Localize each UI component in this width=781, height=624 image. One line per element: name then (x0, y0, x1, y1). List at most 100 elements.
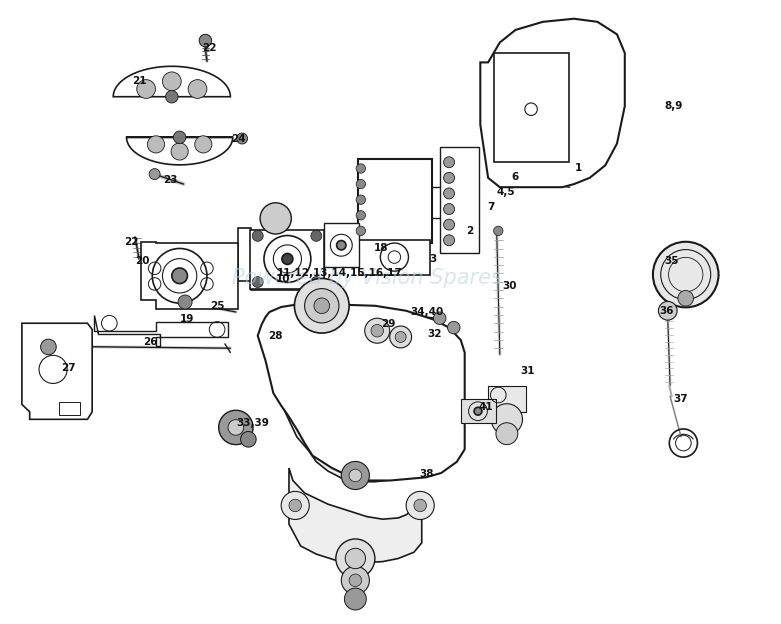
Text: 24: 24 (231, 134, 245, 144)
Text: 6: 6 (512, 172, 519, 182)
Circle shape (658, 301, 677, 320)
Bar (358, 159, 432, 243)
Circle shape (260, 203, 291, 234)
Circle shape (344, 588, 366, 610)
Circle shape (162, 72, 181, 90)
Circle shape (349, 469, 362, 482)
Circle shape (494, 226, 503, 236)
Circle shape (371, 324, 383, 337)
Circle shape (491, 404, 522, 435)
Circle shape (178, 295, 192, 309)
Circle shape (252, 230, 263, 241)
Circle shape (337, 240, 346, 250)
Circle shape (356, 179, 366, 189)
Circle shape (314, 298, 330, 314)
Circle shape (137, 80, 155, 99)
Circle shape (444, 203, 455, 215)
Text: 21: 21 (132, 76, 146, 86)
Circle shape (294, 278, 349, 333)
Polygon shape (480, 19, 625, 187)
Polygon shape (238, 228, 324, 290)
Text: 2: 2 (465, 226, 473, 236)
Circle shape (390, 326, 412, 348)
Circle shape (305, 288, 339, 323)
Text: 19: 19 (180, 314, 194, 324)
Circle shape (282, 253, 293, 265)
Circle shape (496, 422, 518, 445)
Circle shape (356, 163, 366, 173)
Text: 22: 22 (202, 43, 216, 53)
Circle shape (241, 431, 256, 447)
Circle shape (365, 318, 390, 343)
Text: 28: 28 (268, 331, 282, 341)
Text: 26: 26 (143, 337, 157, 347)
Circle shape (444, 172, 455, 183)
Circle shape (289, 499, 301, 512)
Circle shape (188, 80, 207, 99)
Circle shape (172, 268, 187, 284)
Text: 1: 1 (574, 163, 582, 173)
Circle shape (444, 235, 455, 246)
Circle shape (356, 195, 366, 205)
Circle shape (311, 230, 322, 241)
Circle shape (281, 491, 309, 520)
Circle shape (41, 339, 56, 355)
Circle shape (433, 312, 446, 324)
Circle shape (444, 188, 455, 199)
Polygon shape (94, 315, 228, 346)
Circle shape (341, 461, 369, 490)
Bar (359, 240, 430, 275)
Circle shape (166, 90, 178, 103)
Circle shape (678, 290, 694, 306)
Circle shape (199, 34, 212, 47)
Text: 18: 18 (374, 243, 388, 253)
Text: 22: 22 (124, 237, 138, 247)
Text: 38: 38 (419, 469, 433, 479)
Text: 30: 30 (503, 281, 517, 291)
Circle shape (149, 168, 160, 180)
Circle shape (341, 566, 369, 595)
Circle shape (228, 419, 244, 436)
Text: 3: 3 (429, 254, 437, 264)
Text: 33,39: 33,39 (236, 418, 269, 428)
Circle shape (474, 407, 482, 415)
Polygon shape (113, 66, 230, 97)
Text: 35: 35 (665, 256, 679, 266)
Circle shape (349, 574, 362, 587)
Text: 32: 32 (428, 329, 442, 339)
Circle shape (444, 219, 455, 230)
Text: 10: 10 (276, 274, 291, 284)
Circle shape (173, 131, 186, 144)
Bar (324, 223, 359, 267)
Text: 27: 27 (62, 363, 76, 373)
Circle shape (356, 210, 366, 220)
Text: 41: 41 (479, 402, 493, 412)
Text: 29: 29 (381, 319, 395, 329)
Text: 7: 7 (487, 202, 494, 212)
Circle shape (336, 539, 375, 578)
Polygon shape (258, 305, 465, 480)
Bar (494, 53, 569, 162)
Bar (488, 386, 526, 412)
Bar (59, 402, 80, 415)
Text: 37: 37 (674, 394, 688, 404)
Text: 8,9: 8,9 (664, 101, 683, 111)
Text: 31: 31 (520, 366, 534, 376)
Bar (461, 399, 496, 423)
Circle shape (356, 226, 366, 236)
Text: 20: 20 (135, 256, 149, 266)
Circle shape (148, 136, 165, 153)
Text: 11,12,13,14,15,16,17: 11,12,13,14,15,16,17 (276, 268, 403, 278)
Polygon shape (275, 337, 461, 482)
Circle shape (414, 499, 426, 512)
Circle shape (345, 548, 366, 568)
Polygon shape (22, 323, 92, 419)
Bar (440, 147, 479, 253)
Circle shape (194, 136, 212, 153)
Circle shape (653, 241, 719, 308)
Text: 36: 36 (659, 306, 673, 316)
Circle shape (252, 276, 263, 288)
Circle shape (395, 331, 406, 343)
Text: Powered by Vision Spares: Powered by Vision Spares (232, 268, 502, 288)
Circle shape (171, 143, 188, 160)
